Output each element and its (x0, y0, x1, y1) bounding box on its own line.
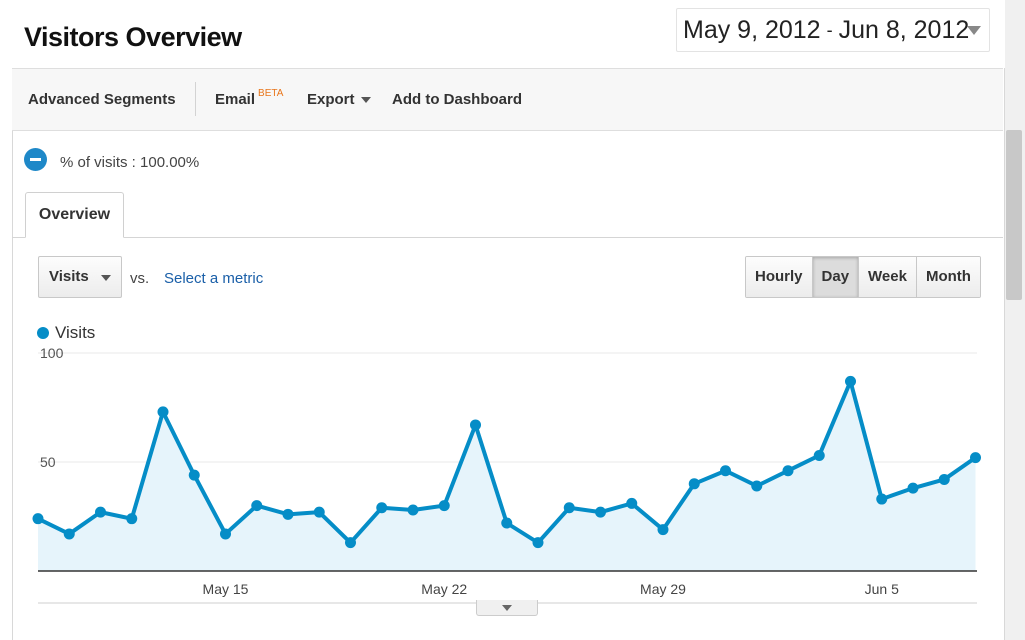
date-range-picker[interactable]: May 9, 2012 - Jun 8, 2012 (676, 8, 990, 52)
x-tick-label: May 22 (421, 581, 467, 597)
report-toolbar (12, 68, 1003, 131)
data-point (32, 513, 44, 525)
data-point (720, 465, 731, 477)
data-point (438, 500, 450, 512)
legend-visits-marker (37, 327, 49, 339)
y-tick-label: 50 (40, 454, 56, 470)
x-tick-label: May 15 (203, 581, 249, 597)
y-tick-label: 100 (40, 345, 64, 361)
tab-overview[interactable]: Overview (25, 192, 124, 238)
data-point (813, 449, 825, 461)
series-area-fill (38, 381, 976, 571)
data-point (563, 502, 575, 514)
data-point (845, 375, 856, 387)
email-label: Email (215, 91, 256, 108)
x-tick-label: May 29 (640, 581, 686, 597)
metric-dropdown[interactable]: Visits (38, 256, 122, 298)
export-label: Export (307, 91, 355, 108)
data-point (95, 506, 106, 518)
email-button[interactable]: Email BETA (215, 88, 284, 108)
data-point (157, 406, 169, 418)
granularity-day-button[interactable]: Day (812, 257, 860, 297)
data-point (532, 537, 544, 549)
data-point (657, 524, 669, 536)
scrollbar-thumb[interactable] (1006, 130, 1022, 300)
export-button[interactable]: Export (307, 91, 371, 108)
data-point (313, 506, 325, 518)
data-point (251, 500, 263, 512)
data-point (126, 513, 138, 525)
granularity-week-button[interactable]: Week (859, 257, 917, 297)
page-title: Visitors Overview (24, 22, 242, 52)
granularity-toggle: Hourly Day Week Month (745, 256, 981, 298)
data-point (407, 504, 419, 516)
data-point (376, 502, 388, 514)
data-point (188, 469, 200, 481)
data-point (501, 517, 513, 529)
header: Visitors Overview May 9, 2012 - Jun 8, 2… (0, 0, 1025, 68)
data-point (970, 452, 981, 464)
data-point (688, 478, 700, 490)
date-start: May 9, 2012 (683, 15, 821, 44)
data-point (938, 473, 950, 485)
select-metric-link[interactable]: Select a metric (164, 270, 264, 287)
segment-toggle-icon[interactable] (24, 148, 47, 171)
data-point (345, 537, 356, 549)
legend-visits-label: Visits (55, 323, 96, 342)
advanced-segments-button[interactable]: Advanced Segments (28, 91, 176, 108)
chevron-down-icon (967, 26, 981, 35)
chevron-down-icon (360, 97, 371, 104)
granularity-hourly-button[interactable]: Hourly (746, 257, 813, 297)
date-end: Jun 8, 2012 (838, 15, 970, 44)
vertical-scrollbar[interactable] (1005, 0, 1025, 640)
metric-dropdown-label: Visits (49, 268, 89, 285)
data-point (595, 506, 606, 518)
add-to-dashboard-button[interactable]: Add to Dashboard (392, 91, 522, 108)
date-separator: - (826, 19, 833, 40)
granularity-month-button[interactable]: Month (916, 257, 980, 297)
data-point (626, 497, 638, 509)
segment-summary: % of visits : 100.00% (60, 154, 200, 171)
tab-strip-border (12, 237, 1003, 238)
data-point (782, 465, 794, 477)
data-point (470, 419, 481, 431)
x-tick-label: Jun 5 (865, 581, 899, 597)
data-point (63, 528, 75, 540)
beta-badge: BETA (258, 88, 284, 99)
toolbar-divider (195, 82, 196, 116)
data-point (907, 482, 919, 494)
data-point (282, 508, 294, 520)
vs-label: vs. (130, 270, 150, 287)
data-point (876, 493, 888, 505)
data-point (220, 528, 231, 540)
chart-collapse-handle[interactable] (476, 600, 538, 616)
data-point (751, 480, 763, 492)
chevron-down-icon (101, 275, 111, 281)
